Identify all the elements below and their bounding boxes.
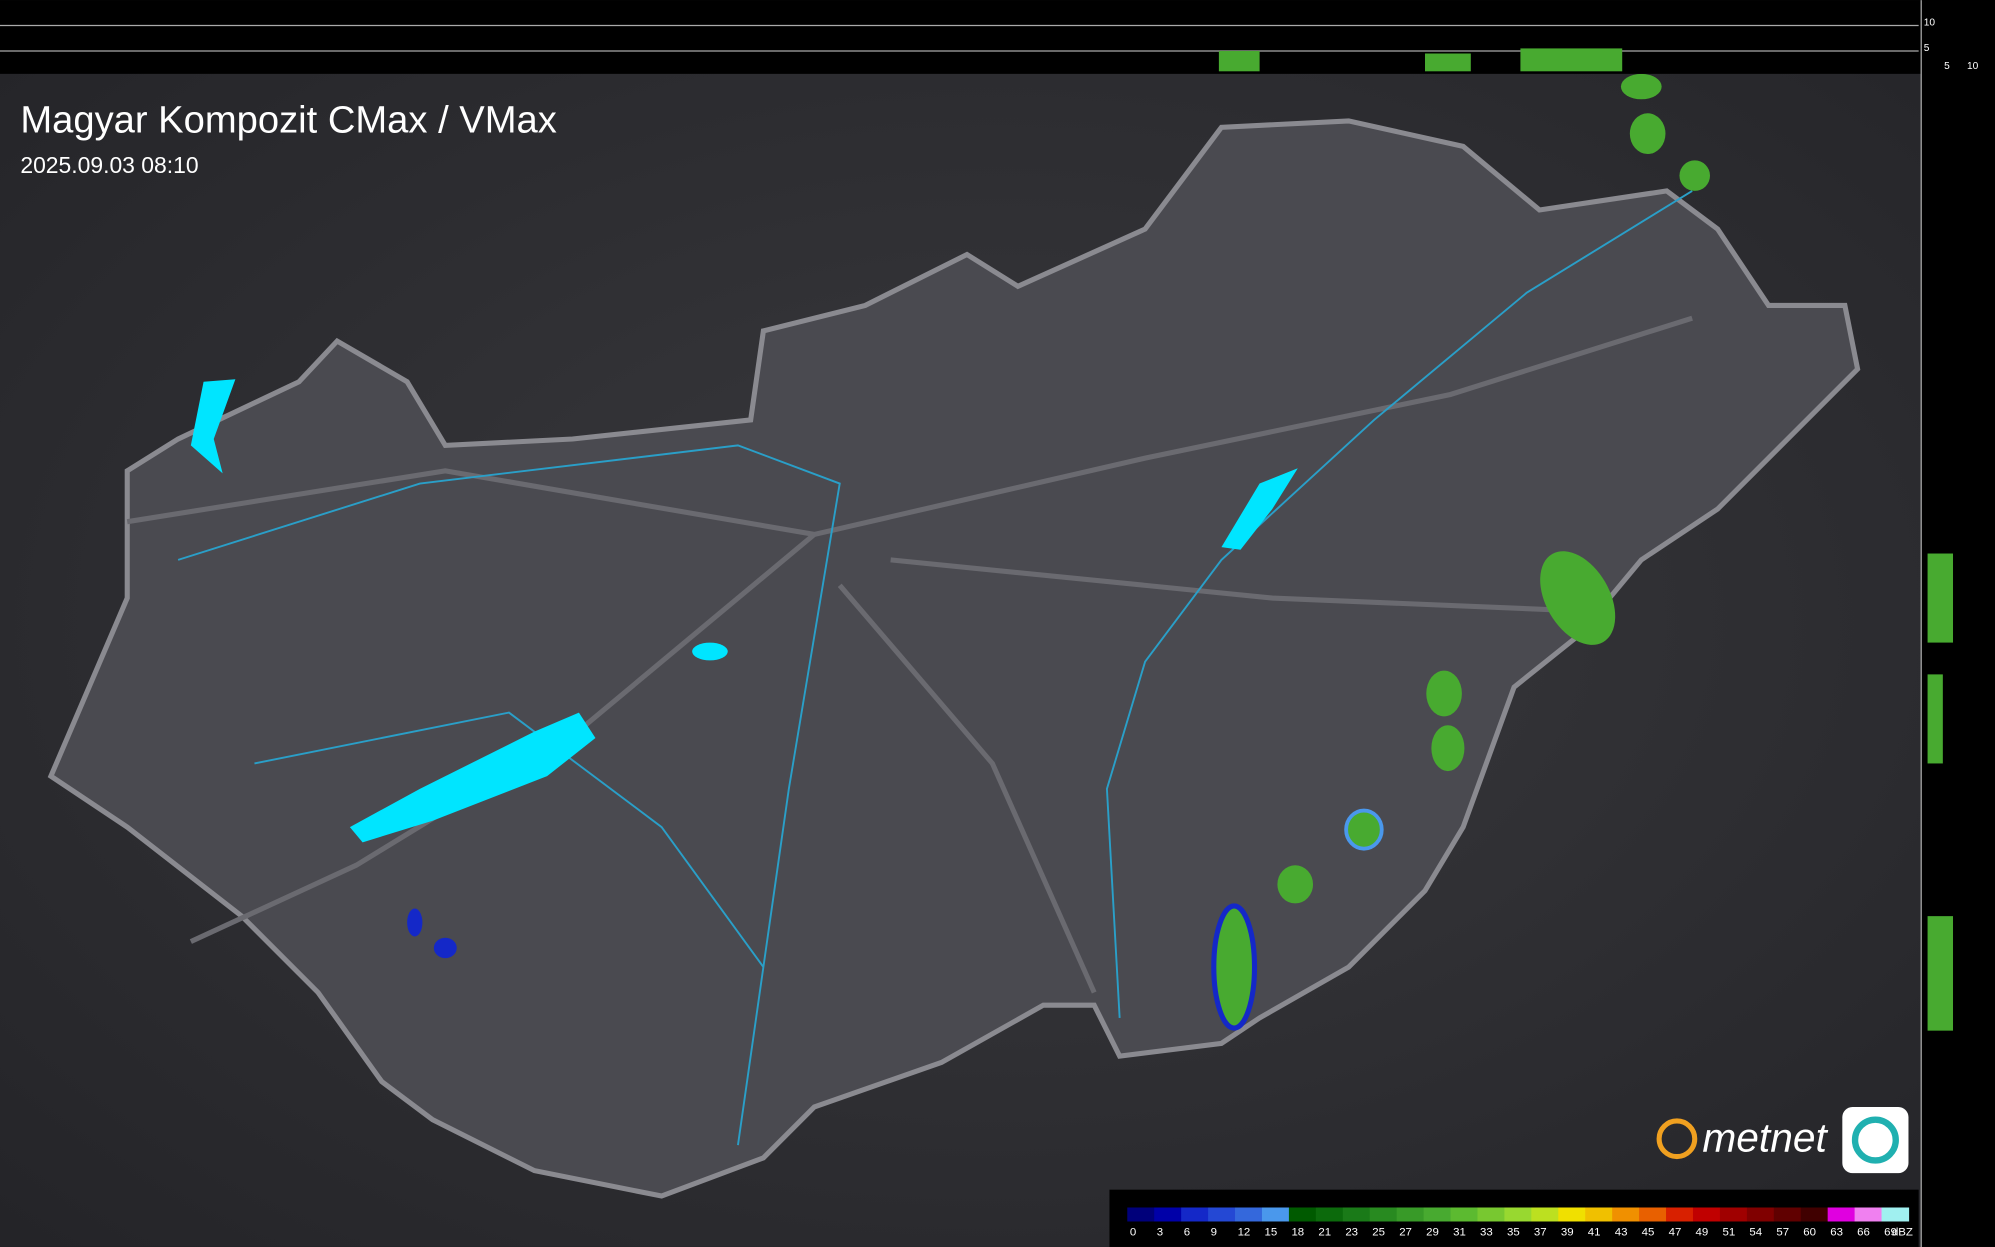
logo-text: metnet (1702, 1115, 1828, 1161)
legend-swatch (1261, 1207, 1290, 1222)
map-title: Magyar Kompozit CMax / VMax (20, 98, 556, 141)
profile-axis-label: 5 (1924, 43, 1930, 54)
legend-swatch (1504, 1207, 1532, 1222)
legend-swatch (1773, 1207, 1802, 1222)
legend-label: 31 (1453, 1226, 1466, 1238)
legend-swatch (1154, 1207, 1182, 1222)
legend-label: 51 (1722, 1226, 1735, 1238)
legend-label: 63 (1830, 1226, 1843, 1238)
legend: 0 3 6 9 12 15 18 21 23 25 27 29 31 33 35 37 39 41 43 45 47 49… (1127, 1207, 1913, 1238)
legend-swatch (1396, 1207, 1425, 1222)
legend-swatch (1692, 1207, 1721, 1222)
legend-unit: dBZ (1892, 1226, 1913, 1238)
legend-label: 3 (1157, 1226, 1163, 1238)
profile-echoes (1218, 48, 1954, 1031)
legend-label: 25 (1372, 1226, 1385, 1238)
profile-axis-label: 5 (1944, 61, 1950, 72)
legend-swatch (1477, 1207, 1506, 1222)
legend-swatch (1208, 1207, 1236, 1222)
legend-label: 15 (1265, 1226, 1278, 1238)
country-area (47, 118, 1861, 1199)
legend-label: 6 (1184, 1226, 1190, 1238)
legend-swatch (1639, 1207, 1667, 1222)
legend-label: 60 (1803, 1226, 1816, 1238)
top-profile-panel (0, 0, 1995, 74)
legend-label: 54 (1749, 1226, 1762, 1238)
legend-label: 39 (1561, 1226, 1574, 1238)
legend-swatch (1181, 1207, 1209, 1222)
profile-axis-label: 10 (1967, 61, 1979, 72)
precipitation-echoes (407, 73, 1710, 1031)
legend-label: 27 (1399, 1226, 1412, 1238)
legend-label: 45 (1642, 1226, 1655, 1238)
legend-swatch (1288, 1207, 1317, 1222)
legend-label: 12 (1238, 1226, 1251, 1238)
legend-swatch (1531, 1207, 1559, 1222)
legend-label: 0 (1130, 1226, 1136, 1238)
legend-label: 41 (1588, 1226, 1601, 1238)
legend-label: 21 (1318, 1226, 1331, 1238)
legend-label: 33 (1480, 1226, 1493, 1238)
legend-swatch (1827, 1207, 1856, 1222)
legend-swatch (1800, 1207, 1829, 1222)
legend-swatch (1423, 1207, 1452, 1222)
legend-swatch (1127, 1207, 1155, 1222)
legend-label: 47 (1669, 1226, 1682, 1238)
legend-swatch (1450, 1207, 1479, 1222)
legend-swatch (1612, 1207, 1640, 1222)
legend-swatch (1746, 1207, 1775, 1222)
legend-swatch (1369, 1207, 1398, 1222)
legend-label: 49 (1696, 1226, 1709, 1238)
legend-swatch (1235, 1207, 1263, 1222)
legend-label: 66 (1857, 1226, 1870, 1238)
legend-label: 23 (1345, 1226, 1358, 1238)
legend-swatch (1315, 1207, 1344, 1222)
legend-swatch (1558, 1207, 1586, 1222)
legend-swatch (1719, 1207, 1748, 1222)
timestamp: 2025.09.03 08:10 (20, 152, 198, 178)
legend-swatch (1666, 1207, 1694, 1222)
legend-label: 43 (1615, 1226, 1628, 1238)
legend-label: 57 (1776, 1226, 1789, 1238)
logo: metnet (1656, 1106, 1909, 1174)
legend-swatch (1854, 1207, 1883, 1222)
legend-label: 69 (1884, 1226, 1897, 1238)
rivers (177, 190, 1693, 1146)
legend-label: 37 (1534, 1226, 1547, 1238)
legend-swatch (1881, 1207, 1910, 1222)
legend-label: 18 (1291, 1226, 1304, 1238)
profile-axis-label: 10 (1924, 18, 1936, 29)
legend-swatch (1585, 1207, 1613, 1222)
legend-label: 9 (1211, 1226, 1217, 1238)
legend-label: 29 (1426, 1226, 1439, 1238)
lakes (190, 379, 1298, 843)
legend-label: 35 (1507, 1226, 1520, 1238)
legend-swatch (1342, 1207, 1371, 1222)
